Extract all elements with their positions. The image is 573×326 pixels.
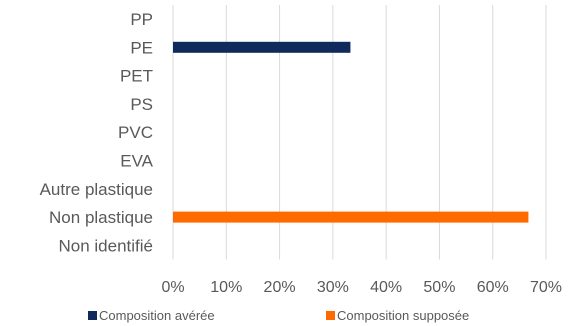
category-label: EVA (120, 152, 153, 171)
category-label: Autre plastique (40, 180, 153, 199)
legend-label: Composition supposée (337, 308, 469, 323)
category-label: Non identifié (58, 236, 153, 255)
category-label: PET (120, 67, 153, 86)
x-tick-label: 70% (530, 279, 562, 296)
x-tick-label: 60% (477, 279, 509, 296)
bars-layer (173, 41, 529, 223)
category-label: PE (130, 38, 153, 57)
category-labels: PP PE PET PS PVC EVA Autre plastique Non plasti… (40, 10, 154, 255)
category-label: PS (130, 95, 153, 114)
x-tick-label: 10% (210, 279, 242, 296)
category-label: Non plastique (49, 208, 153, 227)
bar-composition-supposee (173, 211, 529, 223)
x-axis-tick-labels: 0% 10% 20% 30% 40% 50% 60% 70% (161, 279, 562, 296)
legend: Composition avérée Composition supposée (88, 308, 469, 323)
x-tick-label: 40% (370, 279, 402, 296)
legend-swatch (88, 311, 97, 320)
legend-swatch (326, 311, 335, 320)
x-tick-label: 30% (317, 279, 349, 296)
category-label: PP (130, 10, 153, 29)
legend-label: Composition avérée (99, 308, 215, 323)
x-tick-label: 20% (264, 279, 296, 296)
x-tick-label: 50% (423, 279, 455, 296)
bar-composition-averee (173, 41, 351, 53)
x-tick-label: 0% (161, 279, 184, 296)
category-label: PVC (118, 123, 153, 142)
